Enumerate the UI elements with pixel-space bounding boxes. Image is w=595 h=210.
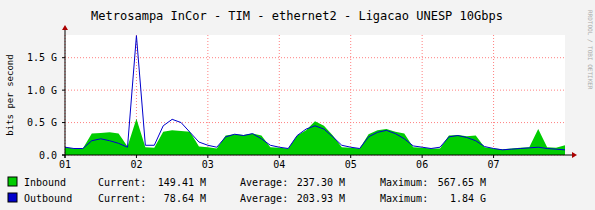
y-tick	[62, 90, 65, 91]
x-tick-label: 05	[345, 159, 357, 170]
inbound-area	[65, 119, 565, 155]
x-tick-label: 04	[273, 159, 285, 170]
legend-stat-label: Current:	[98, 177, 146, 188]
legend-stat-label: Average:	[240, 193, 288, 204]
legend-stat-value: 567.65 M	[438, 177, 486, 188]
y-grid	[65, 90, 565, 91]
legend-stat-value: 149.41 M	[158, 177, 206, 188]
legend-stat-label: Current:	[98, 193, 146, 204]
legend-swatch	[8, 177, 17, 186]
y-tick-label: 0.5 G	[27, 117, 57, 128]
x-tick	[350, 155, 351, 158]
legend-stat-value: 78.64 M	[164, 193, 206, 204]
x-tick-label: 02	[130, 159, 142, 170]
x-axis	[62, 155, 573, 156]
legend-stat-value: 203.93 M	[297, 193, 345, 204]
legend-name: Inbound	[24, 177, 66, 188]
legend-name: Outbound	[24, 193, 72, 204]
plot-area	[65, 35, 565, 155]
x-arrow	[572, 152, 577, 158]
y-grid	[65, 57, 565, 58]
x-tick-label: 06	[416, 159, 428, 170]
y-tick	[62, 122, 65, 123]
x-tick	[65, 155, 66, 158]
x-tick	[136, 155, 137, 158]
x-grid	[350, 35, 351, 155]
legend-swatch	[8, 193, 17, 202]
y-tick-label: 0.0	[39, 150, 57, 161]
x-tick-label: 07	[488, 159, 500, 170]
y-label: bits per second	[5, 54, 15, 135]
legend-stat-label: Average:	[240, 177, 288, 188]
x-grid	[493, 35, 494, 155]
y-axis	[65, 29, 66, 158]
legend-stat-label: Maximum:	[380, 177, 428, 188]
x-tick	[207, 155, 208, 158]
x-tick	[279, 155, 280, 158]
y-tick-label: 1.5 G	[27, 52, 57, 63]
x-tick-label: 03	[202, 159, 214, 170]
x-grid	[207, 35, 208, 155]
outbound-line	[65, 36, 565, 150]
legend-stat-label: Maximum:	[380, 193, 428, 204]
watermark: RRDTOOL / TOBI OETIKER	[587, 10, 594, 90]
legend-stat-value: 237.30 M	[297, 177, 345, 188]
y-tick-label: 1.0 G	[27, 85, 57, 96]
marks	[65, 36, 565, 155]
y-arrow	[62, 25, 68, 30]
x-tick-label: 01	[59, 159, 71, 170]
title: Metrosampa InCor - TIM - ethernet2 - Lig…	[91, 9, 503, 23]
x-grid	[279, 35, 280, 155]
x-tick	[493, 155, 494, 158]
x-tick	[422, 155, 423, 158]
x-grid	[422, 35, 423, 155]
legend-stat-value: 1.84 G	[450, 193, 486, 204]
background	[0, 0, 595, 210]
y-tick	[62, 57, 65, 58]
